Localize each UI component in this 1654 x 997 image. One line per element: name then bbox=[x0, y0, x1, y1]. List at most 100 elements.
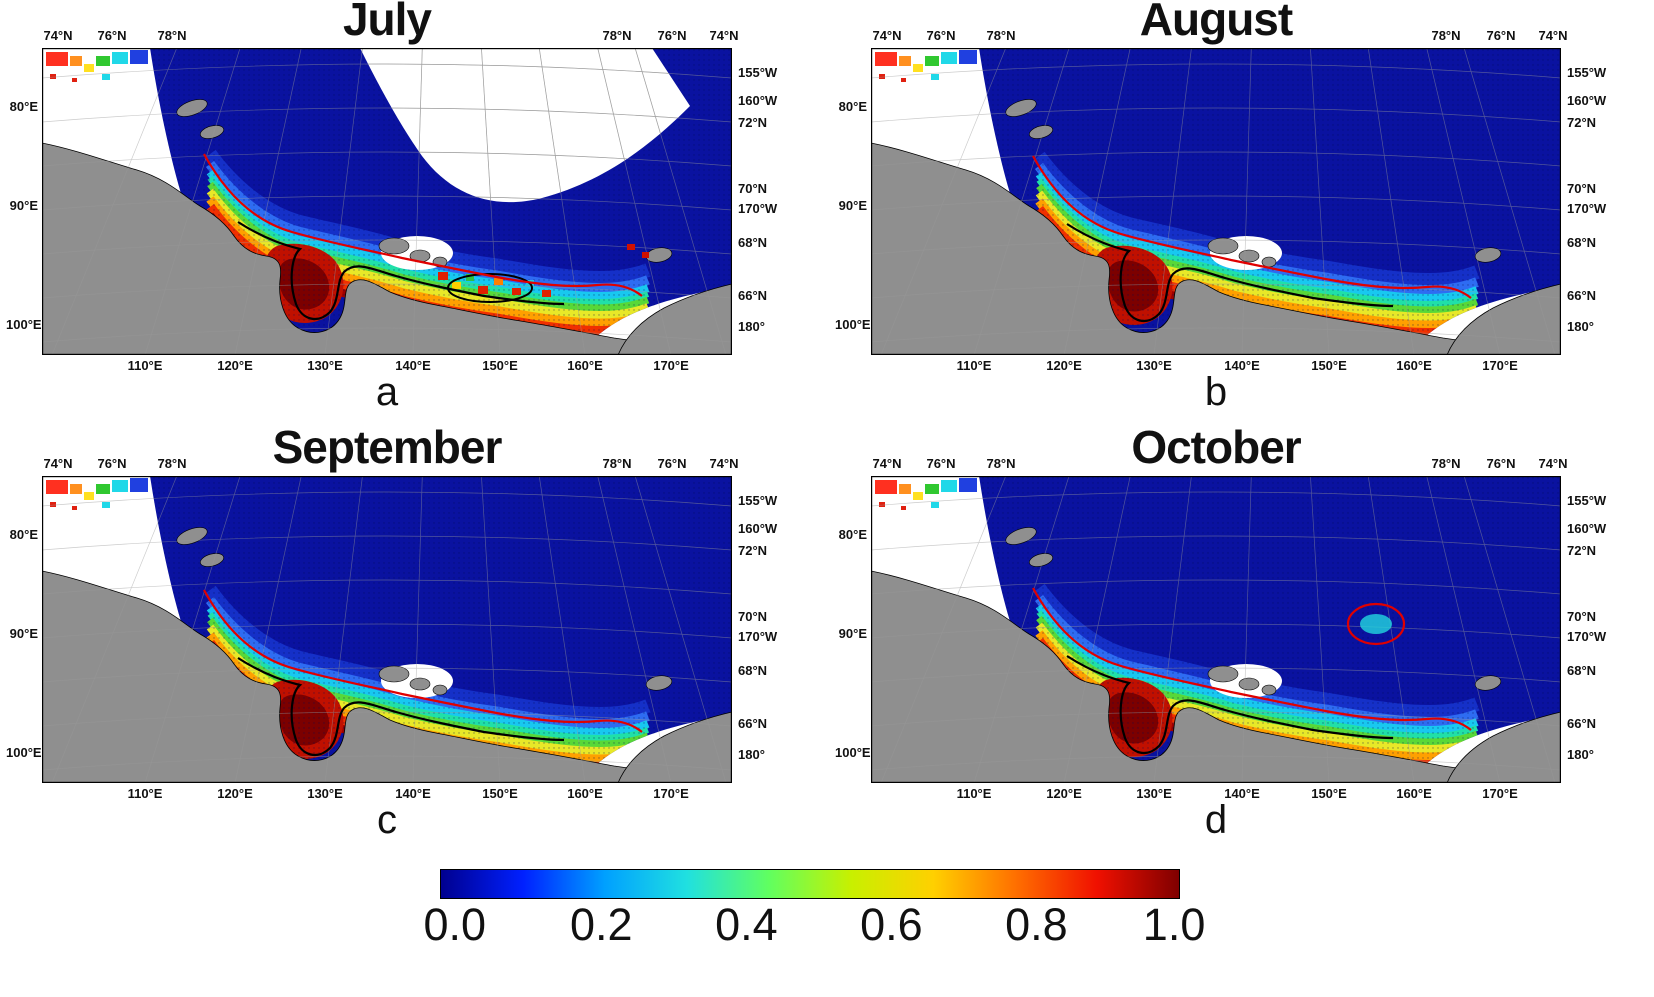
axis-label-bottom: 160°E bbox=[567, 786, 603, 801]
axis-label-top: 74°N bbox=[872, 456, 902, 471]
axis-label-bottom: 140°E bbox=[1224, 786, 1260, 801]
axis-label-bottom: 130°E bbox=[307, 786, 343, 801]
axis-label-bottom: 110°E bbox=[127, 358, 163, 373]
axis-label-bottom: 110°E bbox=[127, 786, 163, 801]
axis-label-top: 76°N bbox=[926, 28, 956, 43]
axis-label-bottom: 160°E bbox=[1396, 786, 1432, 801]
panel-letter-d: d bbox=[1204, 798, 1228, 842]
colorbar-tick: 0.4 bbox=[715, 899, 778, 950]
axis-label-bottom: 110°E bbox=[956, 358, 992, 373]
axis-label-left: 90°E bbox=[9, 626, 38, 641]
colorbar-tick: 0.0 bbox=[423, 899, 487, 950]
axis-label-bottom: 170°E bbox=[653, 358, 689, 373]
axis-label-right: 68°N bbox=[1567, 663, 1597, 678]
axis-label-right: 70°N bbox=[738, 609, 768, 624]
axis-label-top: 74°N bbox=[872, 28, 902, 43]
axis-label-bottom: 130°E bbox=[1136, 786, 1172, 801]
axis-label-right: 160°W bbox=[1567, 93, 1607, 108]
axis-label-top: 76°N bbox=[1486, 456, 1516, 471]
axis-label-left: 80°E bbox=[838, 527, 867, 542]
axis-label-top: 76°N bbox=[1486, 28, 1516, 43]
axis-label-left: 80°E bbox=[9, 527, 38, 542]
axis-label-bottom: 150°E bbox=[482, 786, 518, 801]
axis-label-right: 72°N bbox=[738, 115, 768, 130]
axis-label-left: 100°E bbox=[6, 317, 42, 332]
axis-label-bottom: 130°E bbox=[307, 358, 343, 373]
axis-label-left: 100°E bbox=[6, 745, 42, 760]
axis-label-bottom: 170°E bbox=[1482, 786, 1518, 801]
axis-label-bottom: 120°E bbox=[217, 358, 253, 373]
map-september bbox=[42, 476, 732, 783]
axis-label-top: 78°N bbox=[1431, 456, 1461, 471]
axis-label-right: 68°N bbox=[738, 663, 768, 678]
colorbar-tick: 1.0 bbox=[1142, 899, 1206, 950]
axis-label-bottom: 170°E bbox=[1482, 358, 1518, 373]
axis-label-bottom: 150°E bbox=[482, 358, 518, 373]
colorbar-tick: 0.8 bbox=[1005, 899, 1068, 950]
axis-label-bottom: 160°E bbox=[1396, 358, 1432, 373]
panel-letter-c: c bbox=[377, 798, 397, 842]
axis-label-top: 74°N bbox=[1538, 456, 1568, 471]
axis-label-left: 100°E bbox=[835, 317, 871, 332]
panel-august: August b 74°N 76°N 78°N 78°N 76°N 74°N 80°E 90°… bbox=[835, 0, 1630, 420]
panel-title-july: July bbox=[342, 0, 432, 45]
axis-label-bottom: 150°E bbox=[1311, 786, 1347, 801]
axis-label-top: 76°N bbox=[926, 456, 956, 471]
axis-label-bottom: 110°E bbox=[956, 786, 992, 801]
panel-letter-a: a bbox=[375, 370, 399, 414]
axis-label-right: 66°N bbox=[738, 716, 768, 731]
axis-label-top: 78°N bbox=[157, 28, 187, 43]
axis-label-top: 78°N bbox=[986, 28, 1016, 43]
axis-label-left: 90°E bbox=[9, 198, 38, 213]
map-october bbox=[871, 476, 1561, 783]
colorbar: 0.0 0.2 0.4 0.6 0.8 1.0 bbox=[424, 869, 1206, 959]
axis-label-bottom: 120°E bbox=[1046, 786, 1082, 801]
axis-label-bottom: 130°E bbox=[1136, 358, 1172, 373]
axis-label-right: 70°N bbox=[1567, 181, 1597, 196]
axis-label-bottom: 140°E bbox=[395, 358, 431, 373]
colorbar-tick: 0.6 bbox=[860, 899, 923, 950]
axis-label-right: 170°W bbox=[1567, 201, 1607, 216]
axis-label-top: 78°N bbox=[157, 456, 187, 471]
axis-label-right: 155°W bbox=[1567, 493, 1607, 508]
axis-label-left: 100°E bbox=[835, 745, 871, 760]
colorbar-tick-labels: 0.0 0.2 0.4 0.6 0.8 1.0 bbox=[424, 899, 1206, 959]
axis-label-right: 180° bbox=[1567, 319, 1594, 334]
axis-label-top: 74°N bbox=[1538, 28, 1568, 43]
axis-label-top: 78°N bbox=[986, 456, 1016, 471]
map-august bbox=[871, 48, 1561, 355]
axis-label-left: 90°E bbox=[838, 198, 867, 213]
axis-label-top: 78°N bbox=[602, 456, 632, 471]
axis-label-bottom: 120°E bbox=[1046, 358, 1082, 373]
axis-label-right: 70°N bbox=[1567, 609, 1597, 624]
axis-label-top: 76°N bbox=[657, 456, 687, 471]
axis-label-top: 78°N bbox=[602, 28, 632, 43]
axis-label-top: 74°N bbox=[43, 28, 73, 43]
axis-label-right: 160°W bbox=[738, 521, 778, 536]
axis-label-left: 80°E bbox=[9, 99, 38, 114]
axis-label-right: 66°N bbox=[738, 288, 768, 303]
axis-label-bottom: 160°E bbox=[567, 358, 603, 373]
panels-grid: July a 74°N 76°N 78°N 78°N 76°N 74°N 80°E 90°E 1… bbox=[6, 0, 1630, 848]
axis-label-top: 78°N bbox=[1431, 28, 1461, 43]
axis-label-right: 170°W bbox=[738, 629, 778, 644]
axis-label-top: 76°N bbox=[97, 28, 127, 43]
axis-label-right: 155°W bbox=[738, 65, 778, 80]
axis-label-right: 170°W bbox=[738, 201, 778, 216]
panel-october: October d 74°N 76°N 78°N 78°N 76°N 74°N 80°E 90… bbox=[835, 421, 1630, 848]
colorbar-gradient bbox=[440, 869, 1180, 899]
axis-label-right: 68°N bbox=[738, 235, 768, 250]
axis-label-right: 68°N bbox=[1567, 235, 1597, 250]
panel-letter-b: b bbox=[1204, 370, 1228, 414]
axis-label-top: 76°N bbox=[657, 28, 687, 43]
axis-label-top: 74°N bbox=[709, 28, 739, 43]
panel-july: July a 74°N 76°N 78°N 78°N 76°N 74°N 80°E 90°E 1… bbox=[6, 0, 801, 420]
panel-title-september: September bbox=[272, 421, 503, 473]
axis-label-right: 72°N bbox=[1567, 543, 1597, 558]
axis-label-left: 90°E bbox=[838, 626, 867, 641]
axis-label-bottom: 170°E bbox=[653, 786, 689, 801]
map-july bbox=[42, 48, 732, 355]
axis-label-right: 72°N bbox=[1567, 115, 1597, 130]
axis-label-right: 180° bbox=[738, 319, 765, 334]
axis-label-right: 66°N bbox=[1567, 288, 1597, 303]
